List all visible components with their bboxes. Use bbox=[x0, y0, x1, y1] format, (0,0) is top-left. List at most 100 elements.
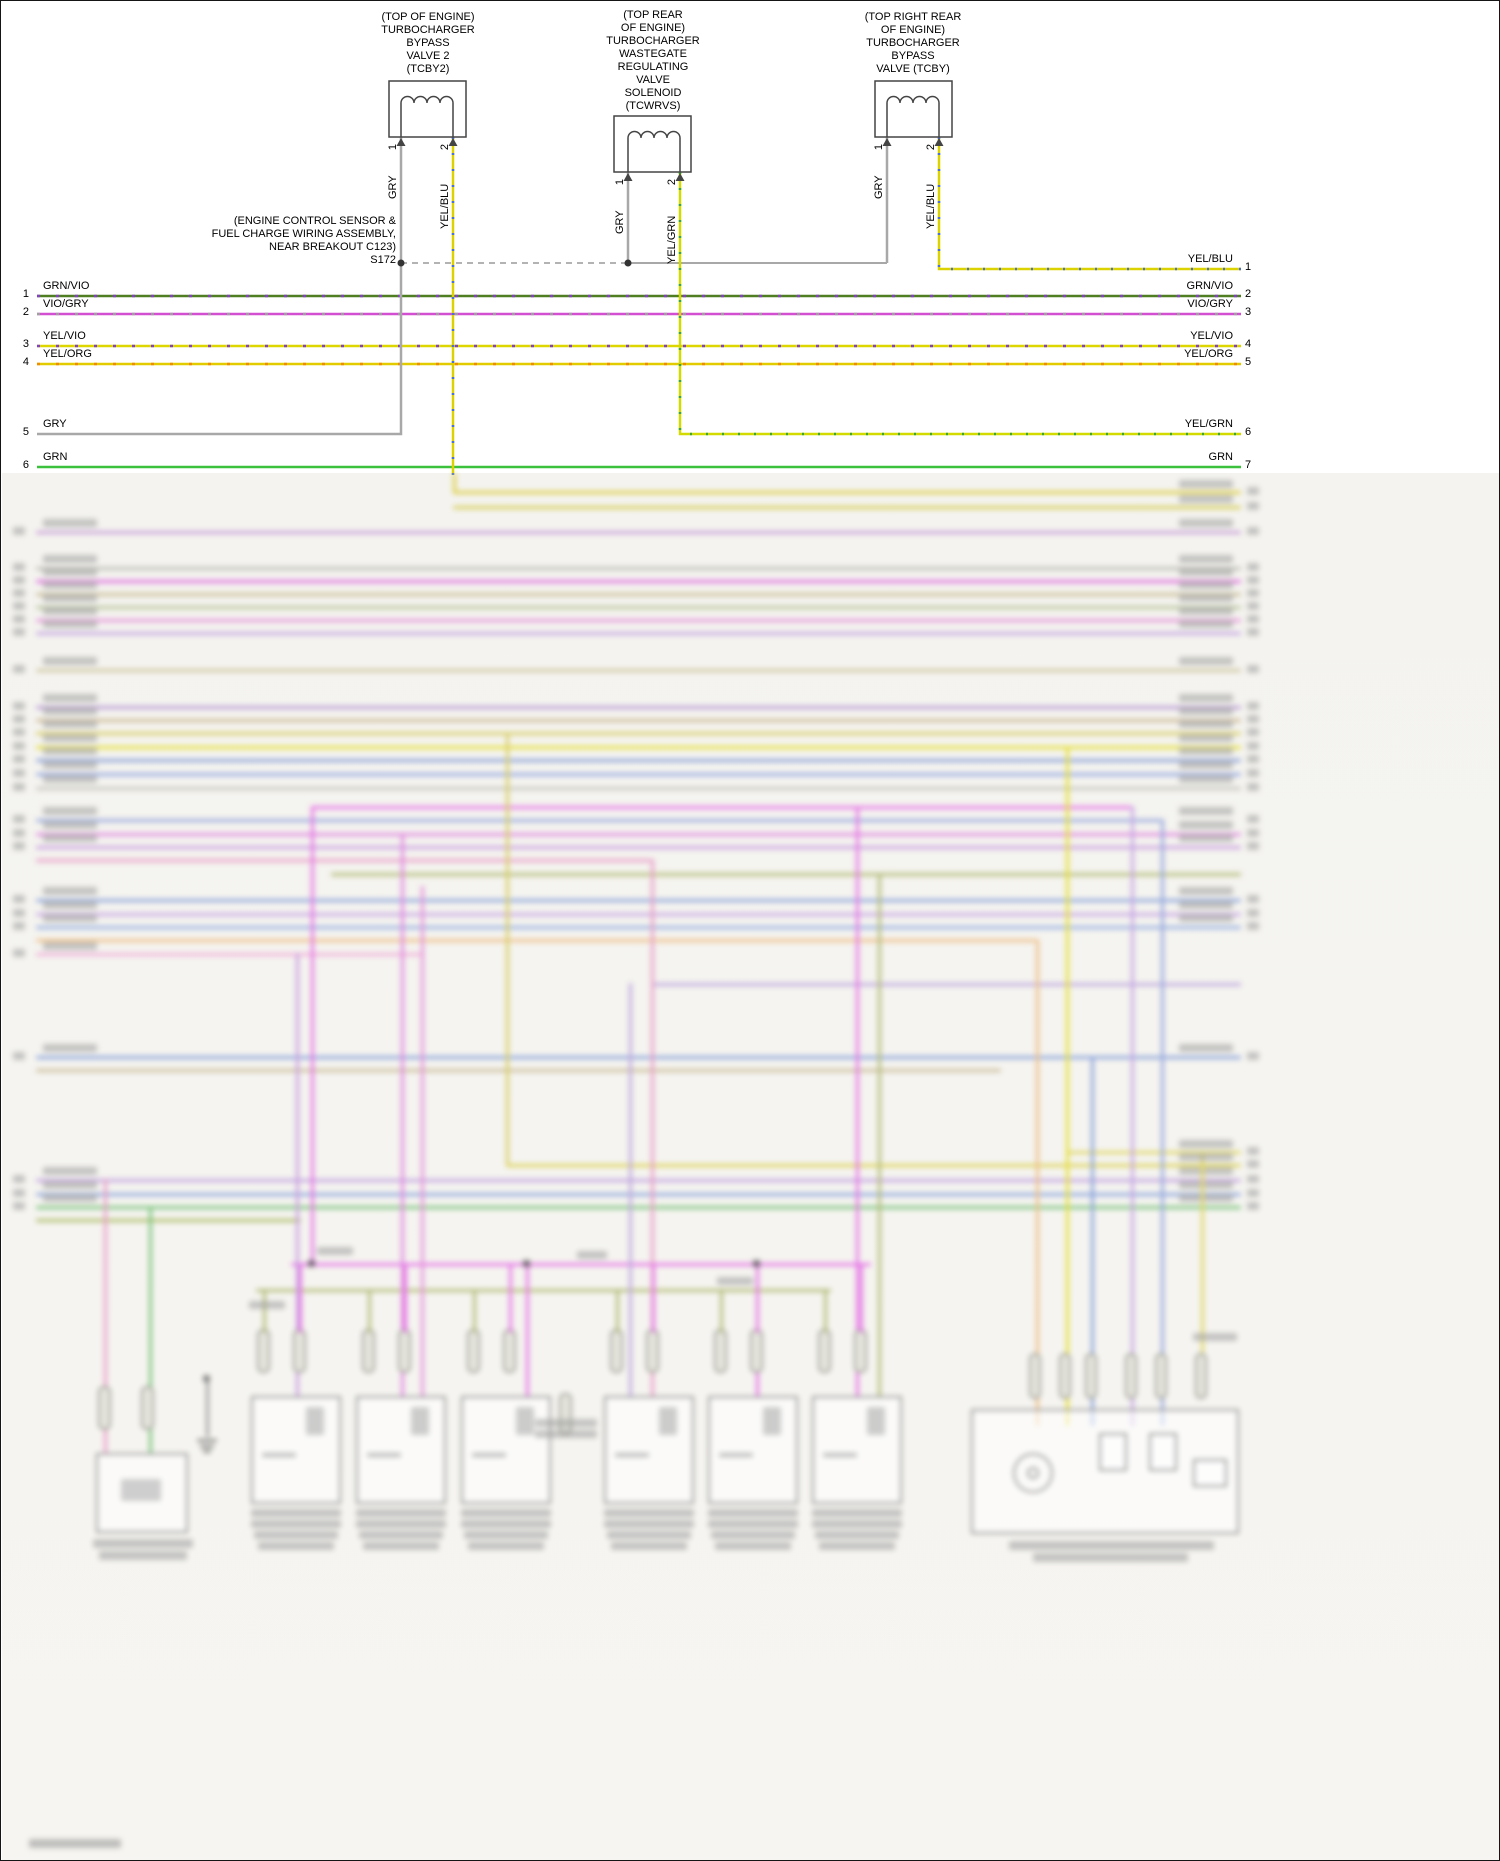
blurred-label bbox=[356, 1509, 446, 1517]
blurred-wire bbox=[36, 732, 1241, 735]
left-wire-label: GRN bbox=[43, 451, 68, 463]
blurred-label bbox=[1179, 1044, 1233, 1052]
pin-number: 1 bbox=[613, 179, 626, 186]
blurred-label bbox=[1247, 769, 1259, 777]
blurred-label bbox=[203, 1375, 210, 1382]
blurred-label bbox=[262, 1453, 296, 1457]
blurred-label bbox=[29, 1839, 121, 1848]
blurred-wire bbox=[1131, 806, 1134, 1426]
blurred-label bbox=[43, 901, 97, 909]
blurred-label bbox=[1247, 665, 1259, 673]
blurred-connector bbox=[610, 1329, 623, 1373]
blurred-wire bbox=[368, 1289, 371, 1333]
blurred-label bbox=[461, 1520, 551, 1528]
blurred-label bbox=[708, 1509, 798, 1517]
blurred-wire bbox=[36, 1193, 1241, 1196]
blurred-label bbox=[1179, 607, 1233, 615]
blurred-label bbox=[43, 1181, 97, 1189]
blurred-connector bbox=[467, 1329, 480, 1373]
blurred-wire bbox=[36, 926, 1241, 929]
pin-color: GRY bbox=[386, 175, 399, 199]
wire-yel-blu-right bbox=[937, 137, 1241, 271]
blurred-label bbox=[43, 1194, 97, 1202]
blurred-label bbox=[308, 1260, 315, 1267]
blurred-label bbox=[13, 922, 25, 930]
blurred-wire bbox=[506, 732, 509, 1165]
blurred-connector bbox=[818, 1329, 831, 1373]
blurred-wire bbox=[331, 873, 1241, 876]
pin-color: YEL/BLU bbox=[924, 183, 937, 229]
blurred-label bbox=[1247, 909, 1259, 917]
blurred-label bbox=[13, 842, 25, 850]
blurred-label bbox=[1247, 563, 1259, 571]
left-wire-number: 5 bbox=[22, 426, 29, 438]
right-wire-label: GRN bbox=[1208, 451, 1233, 463]
blurred-label bbox=[13, 755, 25, 763]
blurred-label bbox=[607, 1531, 691, 1539]
coil-symbol-tcwrvs bbox=[627, 130, 681, 172]
blurred-label bbox=[43, 568, 97, 576]
blurred-label bbox=[535, 1430, 597, 1438]
blurred-label bbox=[1179, 747, 1233, 755]
pin-label-tcby2-1: GRY 1 bbox=[386, 144, 399, 199]
blurred-component-box bbox=[1193, 1459, 1227, 1487]
blurred-label bbox=[13, 742, 25, 750]
connector-arrow-icon bbox=[396, 138, 406, 146]
wiring-svg bbox=[37, 80, 1241, 475]
blurred-label bbox=[719, 1453, 753, 1457]
blurred-label bbox=[43, 1044, 97, 1052]
left-wire-label: GRY bbox=[43, 418, 67, 430]
blurred-label bbox=[43, 694, 97, 702]
pin-label-tcby-2: YEL/BLU 2 bbox=[924, 144, 937, 229]
blurred-label bbox=[43, 519, 97, 527]
blurred-label bbox=[1179, 594, 1233, 602]
blurred-label bbox=[604, 1509, 694, 1517]
blurred-label bbox=[43, 1167, 97, 1175]
blurred-label bbox=[1179, 694, 1233, 702]
left-wire-label: VIO/GRY bbox=[43, 298, 89, 310]
pin-number: 1 bbox=[386, 144, 399, 151]
wire-yel-blu-right-stripe bbox=[937, 137, 1241, 271]
blurred-label bbox=[251, 1509, 341, 1517]
blurred-label bbox=[1247, 576, 1259, 584]
blurred-label bbox=[1179, 914, 1233, 922]
blurred-label bbox=[200, 1445, 214, 1448]
blurred-wire bbox=[36, 859, 651, 862]
blurred-label bbox=[1247, 589, 1259, 597]
blurred-label bbox=[1247, 755, 1259, 763]
blurred-label bbox=[203, 1450, 211, 1453]
right-wire-number: 5 bbox=[1245, 356, 1252, 368]
left-wire-number: 2 bbox=[22, 306, 29, 318]
blurred-wire bbox=[401, 833, 404, 1397]
blurred-label bbox=[411, 1407, 429, 1435]
blurred-wire bbox=[263, 1289, 266, 1333]
blurred-label bbox=[1247, 527, 1259, 535]
wire-gry-left bbox=[37, 137, 403, 436]
blurred-connector bbox=[1195, 1353, 1207, 1399]
blurred-label bbox=[43, 821, 97, 829]
blurred-label bbox=[363, 1542, 439, 1550]
blurred-label bbox=[43, 657, 97, 665]
connector-arrow-icon bbox=[934, 138, 944, 146]
blurred-connector bbox=[293, 1329, 306, 1373]
blurred-label bbox=[717, 1277, 753, 1285]
pin-number: 1 bbox=[872, 144, 885, 151]
right-wire-label: YEL/BLU bbox=[1187, 253, 1233, 265]
blurred-label bbox=[468, 1542, 544, 1550]
connector-arrow-icon bbox=[882, 138, 892, 146]
blurred-wire bbox=[856, 806, 859, 1397]
pin-label-tcby2-2: YEL/BLU 2 bbox=[438, 144, 451, 229]
blurred-label bbox=[306, 1407, 324, 1435]
blurred-connector bbox=[854, 1329, 867, 1373]
blurred-label bbox=[13, 783, 25, 791]
blurred-wire bbox=[311, 806, 314, 1265]
blurred-label bbox=[1247, 829, 1259, 837]
right-wire-number: 2 bbox=[1245, 288, 1252, 300]
pin-label-tcwrvs-2: YEL/GRN 2 bbox=[665, 179, 678, 264]
blurred-motor-symbol bbox=[1013, 1453, 1053, 1493]
blurred-label bbox=[1179, 775, 1233, 783]
blurred-wire bbox=[824, 1289, 827, 1333]
blurred-label bbox=[472, 1453, 506, 1457]
blurred-label bbox=[13, 665, 25, 673]
